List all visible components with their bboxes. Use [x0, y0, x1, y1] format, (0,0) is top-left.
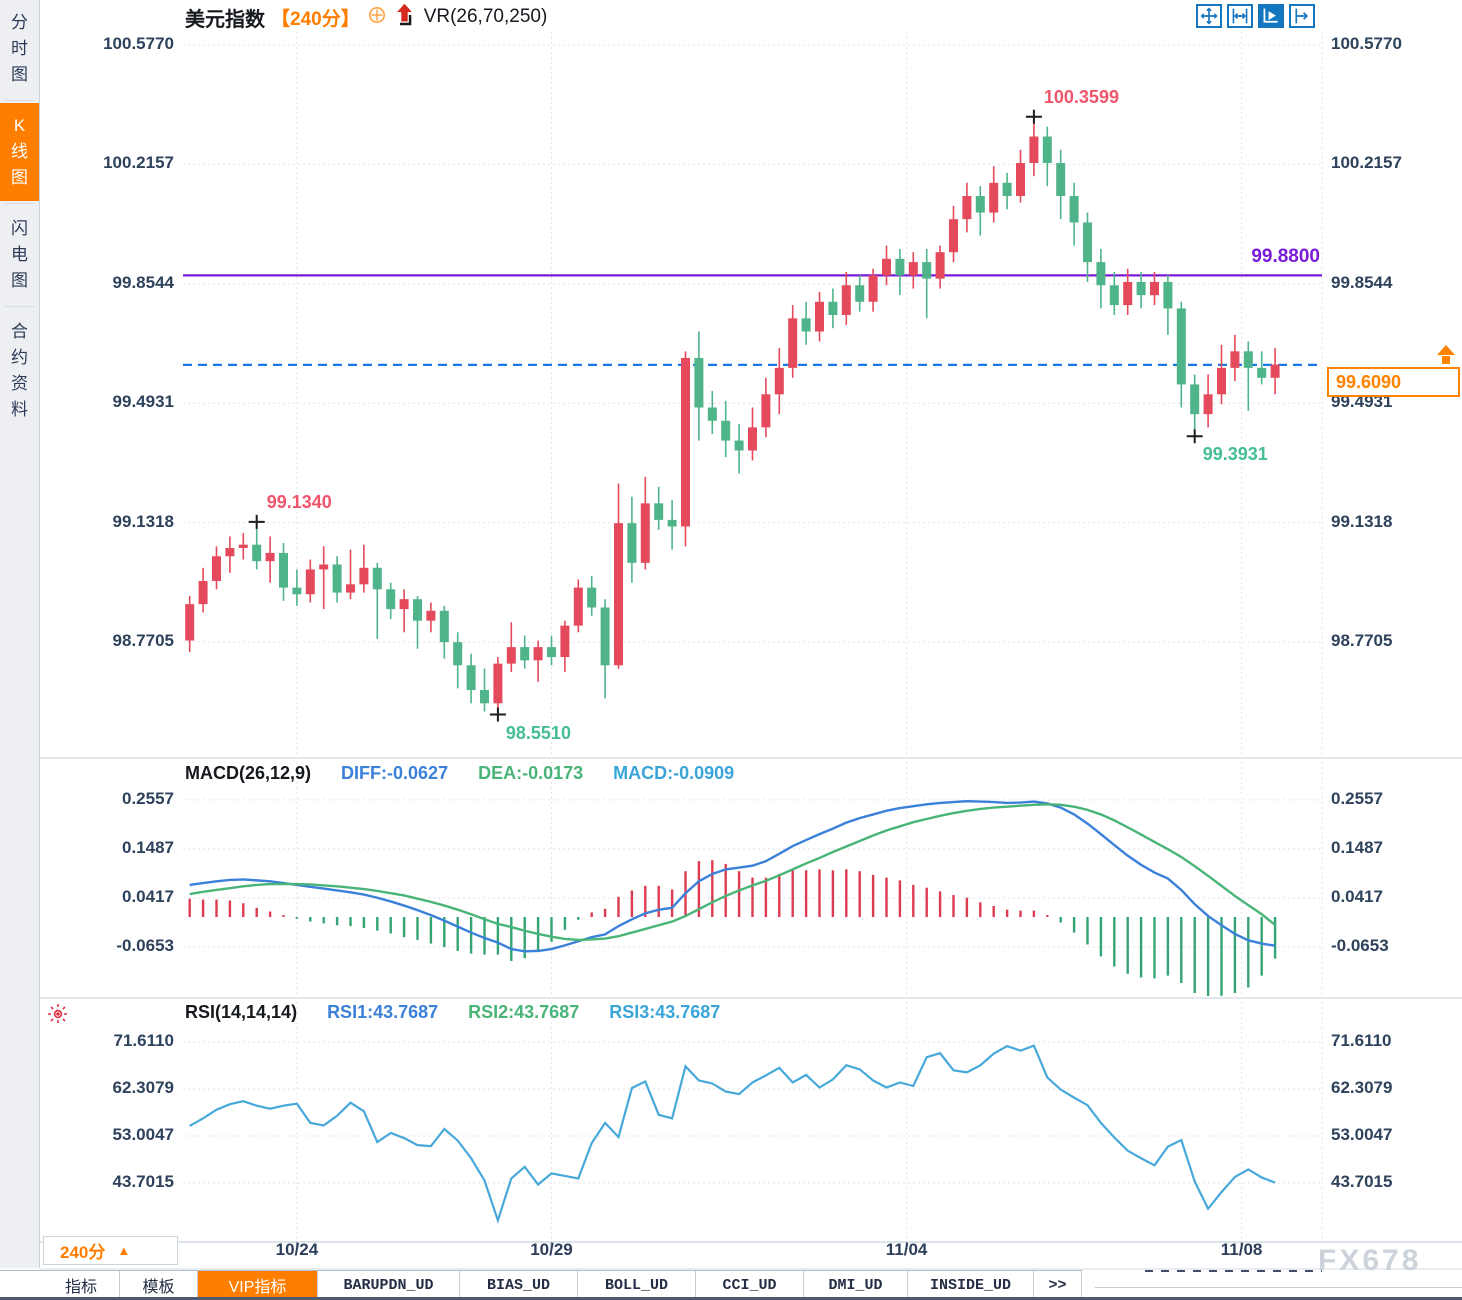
watermark: FX678	[1318, 1244, 1422, 1277]
rsi-header: RSI(14,14,14) RSI1:43.7687 RSI2:43.7687 …	[185, 1002, 720, 1023]
period-selector-label: 240分	[60, 1243, 106, 1262]
tab-vip[interactable]: VIP指标	[198, 1271, 318, 1299]
tabbar-empty-area	[1095, 1287, 1462, 1288]
sidebar-divider	[4, 100, 35, 101]
scroll-to-latest-icon[interactable]	[1435, 344, 1457, 371]
chart-title-row: 美元指数 【240分】 VR(26,70,250)	[185, 2, 548, 32]
period-tag: 【240分】	[271, 8, 360, 30]
overlay-indicator-label[interactable]: VR(26,70,250)	[423, 6, 548, 27]
pan-tool-icon[interactable]	[1196, 4, 1222, 28]
macd-bar-value: MACD:-0.0909	[613, 763, 735, 783]
x-axis-scale-icon[interactable]	[1227, 4, 1253, 28]
triangle-up-icon: ▲	[117, 1243, 131, 1258]
indicator-tabbar: 指标 模板 VIP指标 BARUPDN_UD BIAS_UD BOLL_UD CCI_UD D…	[43, 1270, 1082, 1299]
rsi3-value: RSI3:43.7687	[609, 1002, 721, 1022]
circle-plus-icon[interactable]	[368, 6, 386, 29]
sidebar-item-3[interactable]: 合约资料	[11, 322, 28, 419]
arrow-up-red-icon[interactable]	[394, 2, 416, 32]
tab-inside_ud[interactable]: INSIDE_UD	[908, 1271, 1034, 1299]
tab-[interactable]: >>	[1034, 1271, 1082, 1299]
tab-[interactable]: 模板	[120, 1271, 198, 1299]
window-bottom-border	[0, 1297, 1462, 1300]
rsi2-value: RSI2:43.7687	[468, 1002, 580, 1022]
sidebar-divider	[4, 203, 35, 204]
tab-cci_ud[interactable]: CCI_UD	[696, 1271, 804, 1299]
shift-right-icon[interactable]	[1289, 4, 1315, 28]
sidebar-divider	[4, 306, 35, 307]
symbol-title: 美元指数	[185, 8, 265, 31]
auto-scroll-icon[interactable]	[1258, 4, 1284, 28]
alert-flash-icon[interactable]	[46, 1002, 70, 1031]
tab-barupdn_ud[interactable]: BARUPDN_UD	[318, 1271, 460, 1299]
period-selector[interactable]: 240分 ▲	[43, 1236, 178, 1265]
sidebar-item-2[interactable]: 闪电图	[11, 219, 28, 290]
current-price-badge: 99.6090	[1327, 367, 1460, 397]
tab-boll_ud[interactable]: BOLL_UD	[578, 1271, 696, 1299]
tab-[interactable]: 指标	[43, 1271, 120, 1299]
macd-dea-value: DEA:-0.0173	[478, 763, 584, 783]
alert-line-label: 99.8800	[1251, 246, 1320, 267]
tab-bias_ud[interactable]: BIAS_UD	[460, 1271, 578, 1299]
rsi1-value: RSI1:43.7687	[327, 1002, 439, 1022]
macd-header: MACD(26,12,9) DIFF:-0.0627 DEA:-0.0173 M…	[185, 763, 734, 784]
current-price-value: 99.6090	[1336, 371, 1402, 392]
tabbar-corner	[0, 1270, 44, 1299]
rsi-title: RSI(14,14,14)	[185, 1002, 298, 1022]
sidebar-item-0[interactable]: 分时图	[11, 13, 28, 84]
macd-diff-value: DIFF:-0.0627	[341, 763, 449, 783]
macd-title: MACD(26,12,9)	[185, 763, 312, 783]
chart-toolbar	[1196, 4, 1315, 28]
tab-dmi_ud[interactable]: DMI_UD	[804, 1271, 908, 1299]
